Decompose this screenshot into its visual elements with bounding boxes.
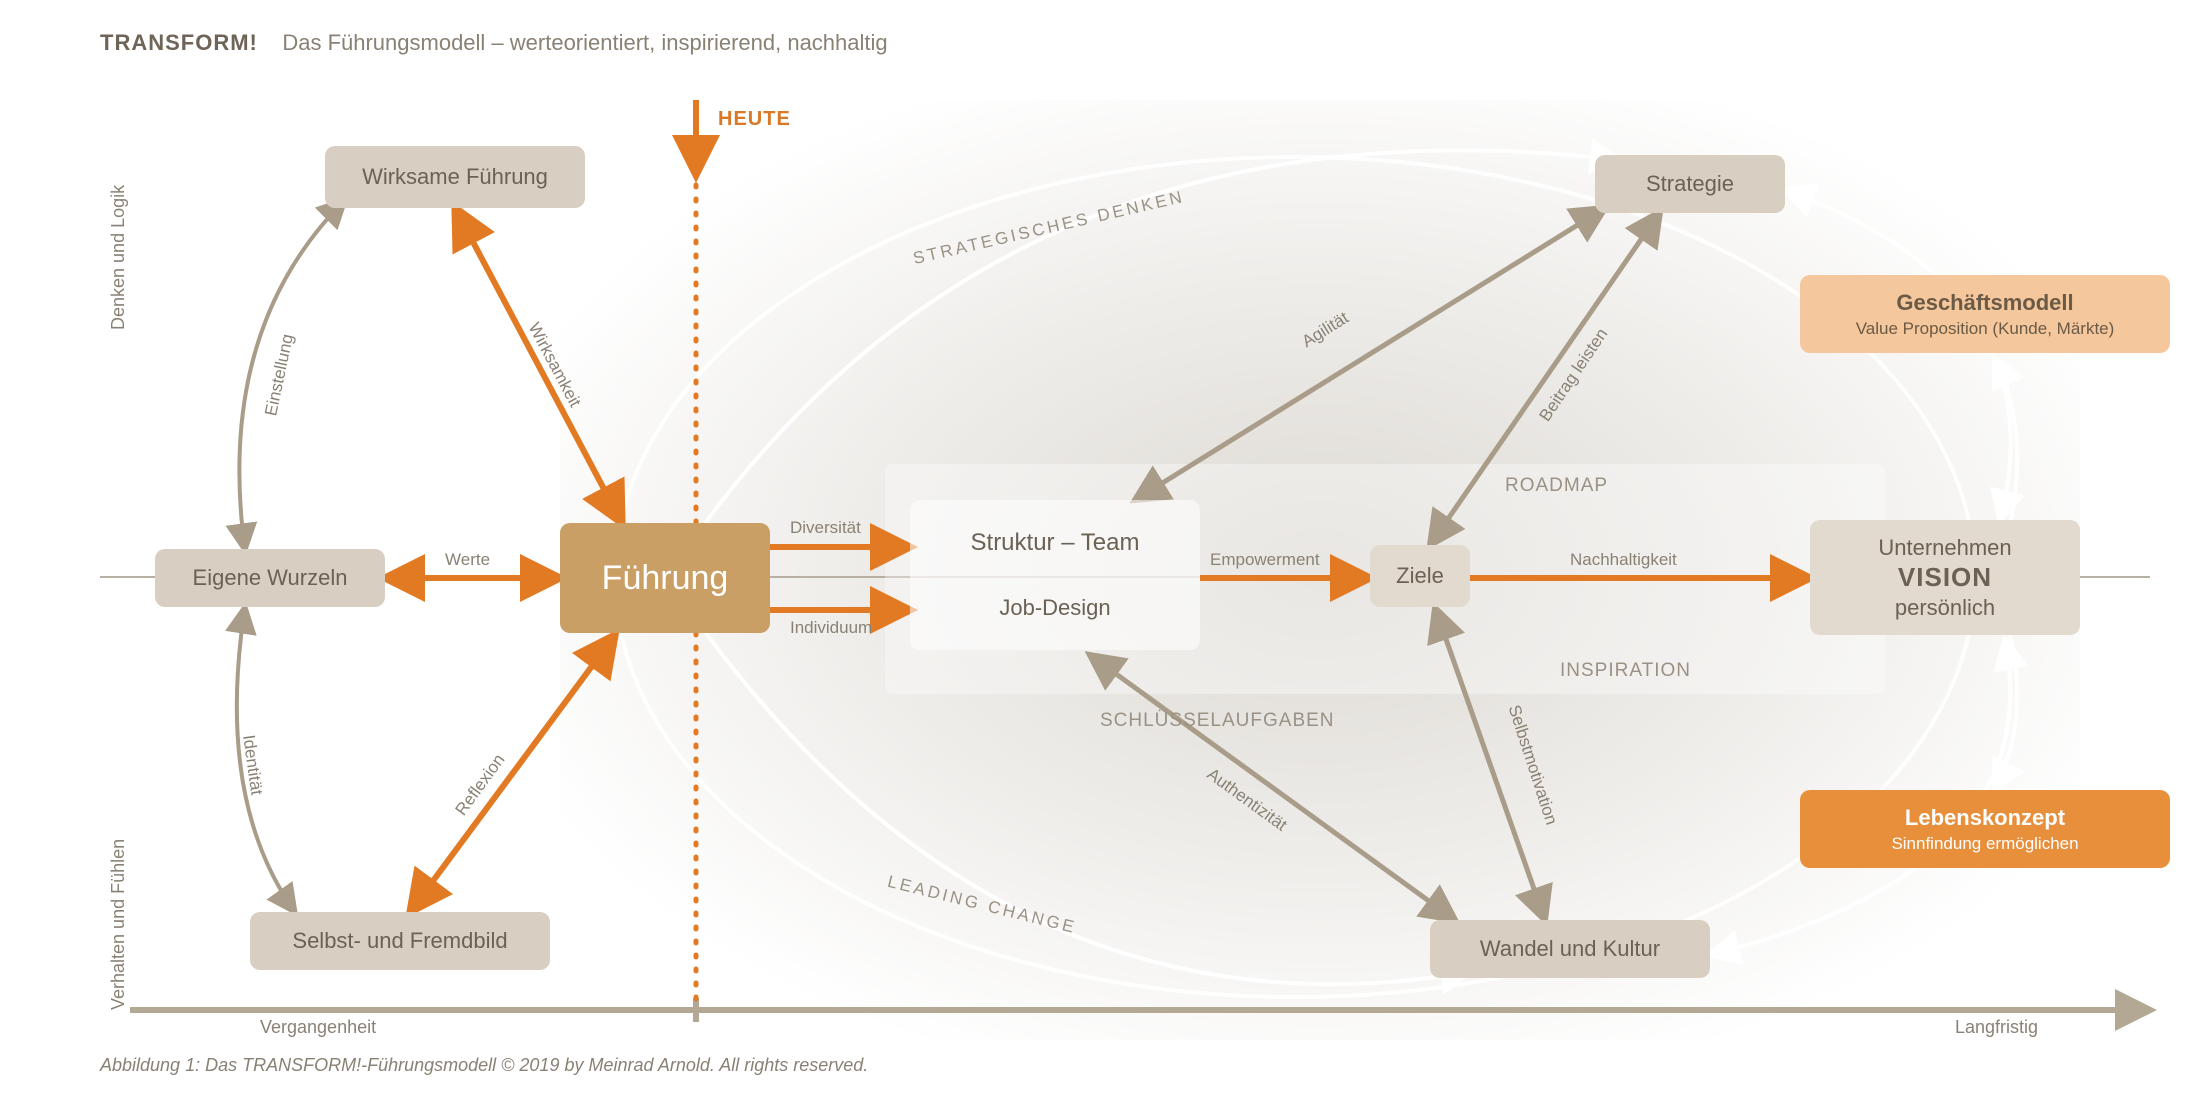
edge-reflexion: Reflexion (452, 750, 510, 819)
timeline-past: Vergangenheit (260, 1017, 376, 1038)
node-wandel: Wandel und Kultur (1430, 920, 1710, 978)
title-rest: Das Führungsmodell – werteorientiert, in… (282, 30, 887, 55)
edge-werte: Werte (445, 550, 490, 570)
node-ziele-label: Ziele (1396, 562, 1444, 590)
node-vision: Unternehmen VISION persönlich (1810, 520, 2080, 635)
node-lebenskonzept-label: Lebenskonzept (1905, 804, 2065, 832)
node-selbstbild-label: Selbst- und Fremdbild (292, 927, 507, 955)
region-inspiration: INSPIRATION (1560, 660, 1691, 682)
node-ziele: Ziele (1370, 545, 1470, 607)
edge-nachhaltigkeit: Nachhaltigkeit (1570, 550, 1677, 570)
node-fuehrung: Führung (560, 523, 770, 633)
node-struktur: Struktur – Team Job-Design (910, 500, 1200, 650)
edge-empowerment: Empowerment (1210, 550, 1320, 570)
node-geschaeft-label: Geschäftsmodell (1896, 289, 2073, 317)
region-roadmap: ROADMAP (1505, 475, 1608, 497)
edge-individuum: Individuum (790, 618, 872, 638)
diagram-stage: TRANSFORM! Das Führungsmodell – werteori… (0, 0, 2197, 1101)
left-axis-bottom: Verhalten und Fühlen (108, 750, 129, 1010)
edge-diversitaet: Diversität (790, 518, 861, 538)
node-geschaeft-sub: Value Proposition (Kunde, Märkte) (1856, 318, 2115, 339)
node-struktur-top: Struktur – Team (971, 528, 1140, 558)
node-selbstbild: Selbst- und Fremdbild (250, 912, 550, 970)
node-wurzeln-label: Eigene Wurzeln (193, 564, 348, 592)
node-strategie: Strategie (1595, 155, 1785, 213)
node-vision-top: Unternehmen (1878, 534, 2011, 562)
node-lebenskonzept-sub: Sinnfindung ermöglichen (1891, 833, 2078, 854)
edge-identitaet: Identität (238, 734, 266, 797)
node-strategie-label: Strategie (1646, 170, 1734, 198)
figure-caption: Abbildung 1: Das TRANSFORM!-Führungsmode… (100, 1055, 868, 1076)
title-strong: TRANSFORM! (100, 30, 258, 55)
node-wurzeln: Eigene Wurzeln (155, 549, 385, 607)
region-schluessel: SCHLÜSSELAUFGABEN (1100, 710, 1335, 732)
diagram-title: TRANSFORM! Das Führungsmodell – werteori… (100, 30, 888, 56)
node-struktur-bot: Job-Design (999, 594, 1110, 622)
node-wirksame-label: Wirksame Führung (362, 163, 548, 191)
node-geschaeft: Geschäftsmodell Value Proposition (Kunde… (1800, 275, 2170, 353)
node-vision-big: VISION (1898, 561, 1992, 594)
timeline-future: Langfristig (1955, 1017, 2038, 1038)
node-lebenskonzept: Lebenskonzept Sinnfindung ermöglichen (1800, 790, 2170, 868)
heute-label: HEUTE (718, 108, 791, 131)
node-wandel-label: Wandel und Kultur (1480, 935, 1660, 963)
node-fuehrung-label: Führung (602, 557, 729, 600)
edge-einstellung: Einstellung (261, 332, 298, 418)
left-axis-top: Denken und Logik (108, 110, 129, 330)
node-wirksame: Wirksame Führung (325, 146, 585, 208)
node-vision-bot: persönlich (1895, 594, 1995, 622)
